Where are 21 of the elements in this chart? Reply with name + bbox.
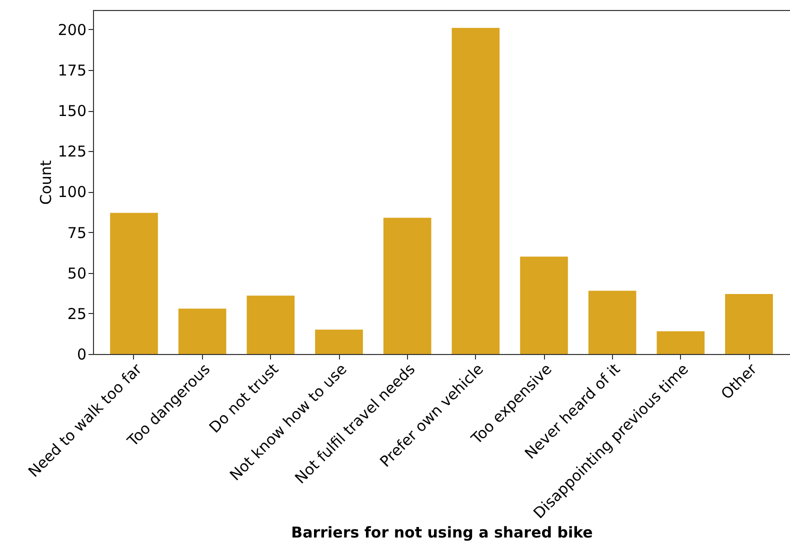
- y-tick-label: 150: [58, 102, 86, 120]
- y-tick-label: 100: [58, 183, 86, 202]
- y-tick-label: 75: [67, 224, 86, 242]
- bar: [246, 296, 295, 354]
- x-axis-title: Barriers for not using a shared bike: [291, 523, 593, 542]
- bar: [588, 290, 636, 354]
- y-tick-label: 50: [67, 264, 86, 282]
- bar: [656, 331, 705, 354]
- bar: [452, 28, 500, 354]
- bar: [315, 330, 363, 354]
- bar: [383, 218, 432, 354]
- bar: [725, 294, 773, 354]
- y-tick-label: 200: [58, 20, 86, 39]
- y-tick-label: 175: [58, 62, 86, 80]
- bar: [520, 256, 568, 354]
- y-tick-label: 0: [76, 346, 86, 364]
- y-axis-title: Count: [36, 160, 55, 205]
- y-tick-label: 25: [67, 304, 86, 323]
- bar: [178, 308, 226, 354]
- y-tick-label: 125: [58, 142, 86, 161]
- bar: [110, 212, 158, 354]
